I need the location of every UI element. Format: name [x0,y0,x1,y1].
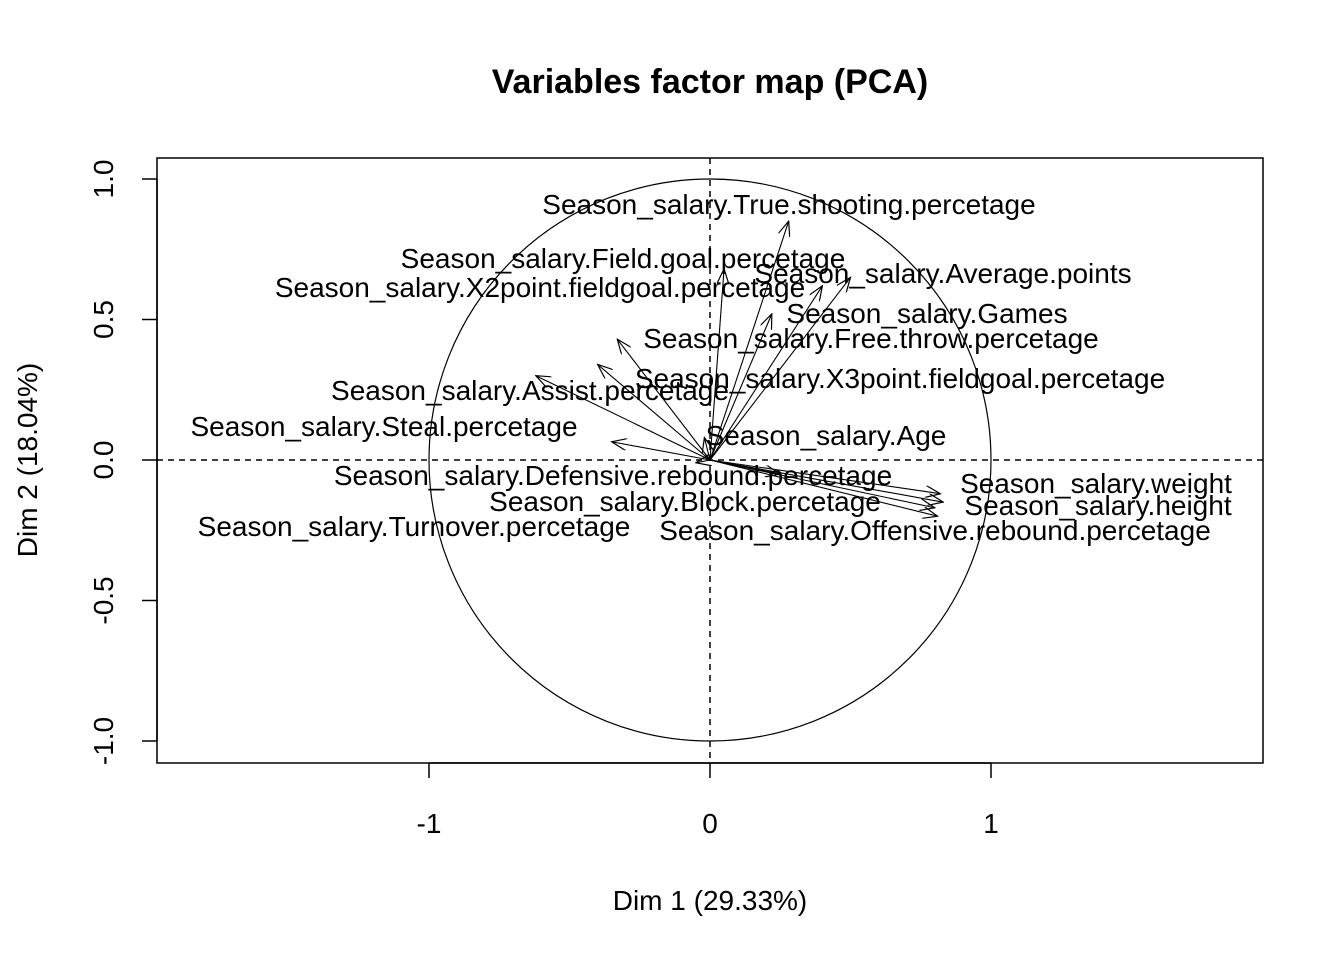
x-axis-title: Dim 1 (29.33%) [613,885,808,916]
y-tick-label: -1.0 [88,717,119,765]
variable-arrow [598,364,711,461]
variable-label: Season_salary.X3point.fieldgoal.percetag… [635,363,1165,394]
variable-arrow [709,459,938,516]
axes: -1 0 1 -1.0 -0.5 0.0 0.5 1.0 [88,160,999,839]
x-tick-label: 0 [702,808,718,839]
variable-label: Season_salary.Offensive.rebound.percetag… [659,515,1211,546]
variable-arrow [709,459,935,508]
variable-label: Season_salary.Assist.percetage [331,375,729,406]
variable-label: Season_salary.True.shooting.percetage [542,189,1035,220]
x-tick-label: 1 [983,808,999,839]
variable-label: Season_salary.Free.throw.percetage [643,323,1099,354]
variable-arrow [617,339,711,461]
variable-label: Season_salary.Defensive.rebound.percetag… [334,460,892,491]
variable-arrow [536,376,711,461]
variable-label: Season_salary.Block.percetage [489,486,881,517]
variable-arrow [709,286,822,461]
variable-arrow [709,459,940,494]
y-tick-label: 0.5 [88,300,119,339]
variable-label: Season_salary.Average.points [754,258,1131,289]
variable-label: Season_salary.Age [706,420,947,451]
variable-arrow [709,269,724,461]
x-tick-label: -1 [417,808,442,839]
variable-arrow [696,460,710,463]
variable-arrow [709,459,943,502]
variable-arrow [612,442,711,461]
variable-label: Season_salary.height [964,490,1231,521]
variable-label: Season_salary.Turnover.percetage [198,511,631,542]
variable-arrow [709,314,772,461]
variable-arrow [709,221,789,461]
variable-label: Season_salary.Steal.percetage [190,411,577,442]
y-tick-label: -0.5 [88,576,119,624]
variable-label: Season_salary.weight [960,468,1232,499]
y-axis-title: Dim 2 (18.04%) [12,363,43,558]
y-tick-label: 1.0 [88,160,119,199]
chart-title: Variables factor map (PCA) [492,63,928,101]
variable-arrow [709,277,851,461]
variable-label: Season_salary.Field.goal.percetage [401,243,846,274]
variable-labels: Season_salary.True.shooting.percetage Sea… [190,189,1232,546]
variable-label: Season_salary.X2point.fieldgoal.percetag… [275,272,805,303]
variable-label: Season_salary.Games [786,298,1067,329]
y-tick-label: 0.0 [88,441,119,480]
variable-arrows [536,221,943,516]
